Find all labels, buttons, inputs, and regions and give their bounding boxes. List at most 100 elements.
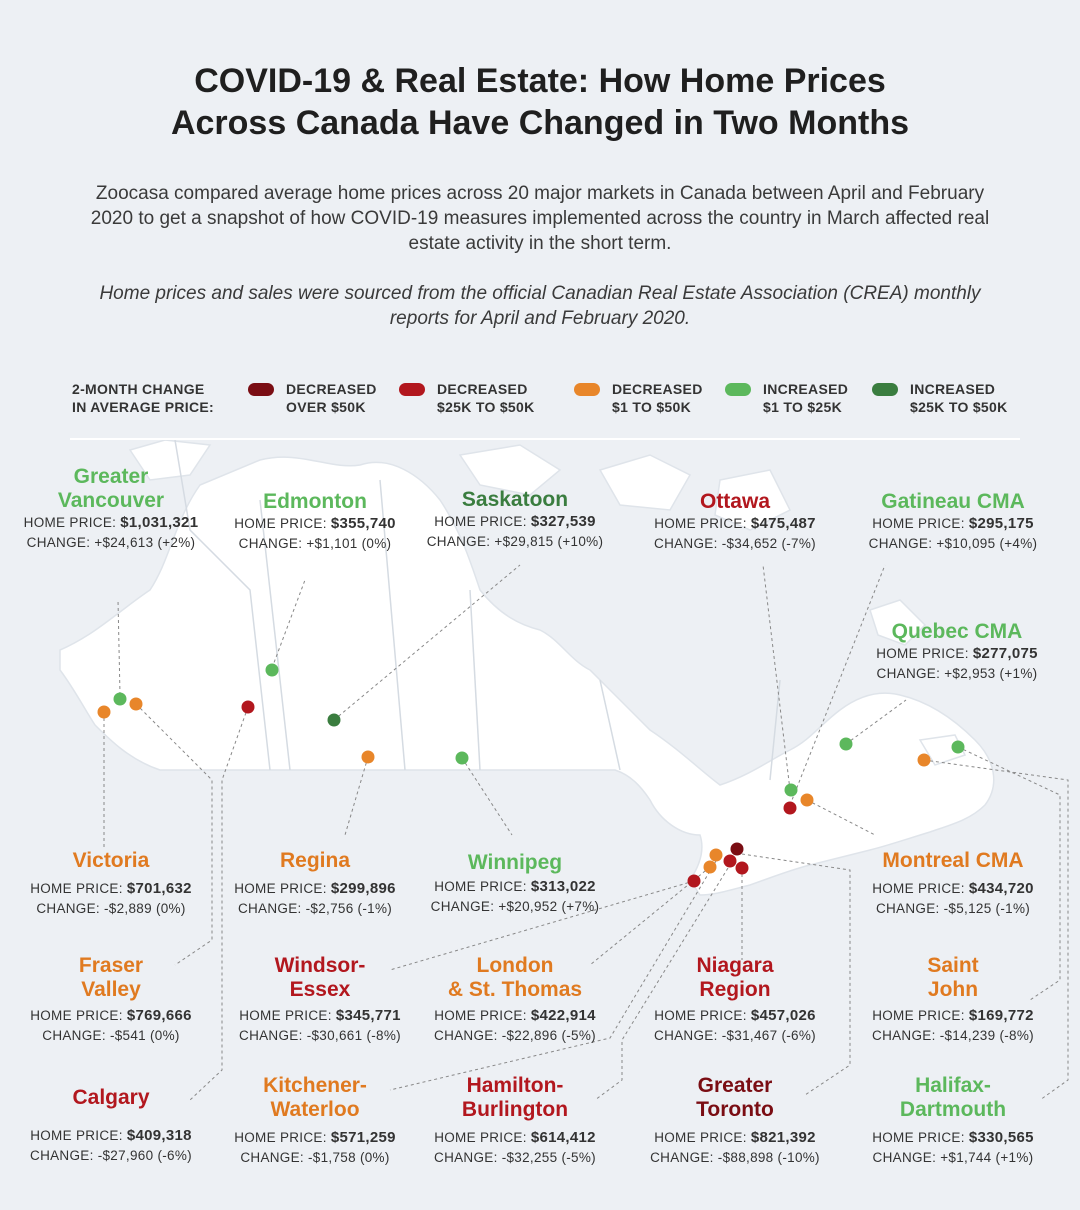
marker-saint-john[interactable]	[917, 753, 931, 767]
legend-swatch-orange	[574, 383, 600, 396]
change-label: CHANGE:	[654, 536, 718, 551]
city-name-line-1: Greater	[73, 465, 149, 488]
city-name-line-1: Quebec CMA	[891, 620, 1023, 643]
change-label: CHANGE:	[26, 535, 91, 550]
city-name-line-1: Kitchener-	[263, 1074, 367, 1097]
city-saskatoon: Saskatoon HOME PRICE: $327,539 CHANGE: +$…	[410, 488, 620, 552]
city-name-line-1: Fraser	[78, 954, 144, 977]
legend-divider	[70, 438, 1020, 440]
home-price-value: $169,772	[968, 1007, 1034, 1024]
city-name-line-2: Waterloo	[270, 1098, 360, 1121]
city-regina: Regina HOME PRICE: $299,896 CHANGE: -$2,7…	[210, 849, 420, 919]
legend-label-line-2: $1 TO $50K	[612, 399, 692, 415]
change-label: CHANGE:	[240, 1150, 304, 1165]
change-value: -$5,125 (-1%)	[943, 901, 1031, 916]
home-price-label: HOME PRICE:	[654, 1008, 747, 1023]
marker-ottawa[interactable]	[783, 801, 797, 815]
city-ottawa: Ottawa HOME PRICE: $475,487 CHANGE: -$34,…	[630, 490, 840, 554]
city-name-line-1: Calgary	[72, 1086, 150, 1109]
home-price-value: $769,666	[126, 1007, 192, 1024]
change-label: CHANGE:	[237, 901, 302, 916]
home-price-value: $422,914	[530, 1007, 596, 1024]
marker-winnipeg[interactable]	[455, 751, 469, 765]
marker-niagara[interactable]	[735, 861, 749, 875]
city-montreal: Montreal CMA HOME PRICE: $434,720 CHANGE:…	[848, 849, 1058, 919]
change-label: CHANGE:	[426, 534, 491, 549]
city-name-line-1: Winnipeg	[467, 851, 563, 874]
city-name-line-2: John	[927, 978, 979, 1001]
change-value: +$10,095 (+4%)	[936, 536, 1038, 551]
legend-label-line-1: INCREASED	[910, 381, 996, 397]
change-value: +$20,952 (+7%)	[498, 899, 600, 914]
home-price-label: HOME PRICE:	[654, 516, 747, 531]
marker-gatineau[interactable]	[784, 783, 798, 797]
home-price-value: $330,565	[968, 1129, 1034, 1146]
change-value: +$1,101 (0%)	[306, 536, 392, 551]
marker-windsor-essex[interactable]	[687, 874, 701, 888]
marker-greater-toronto[interactable]	[730, 842, 744, 856]
marker-fraser-valley[interactable]	[129, 697, 143, 711]
legend-item-decreased-over-50k: DECREASED OVER $50K	[248, 380, 377, 416]
marker-hamilton-burlington[interactable]	[723, 854, 737, 868]
legend-swatch-green	[725, 383, 751, 396]
city-calgary: Calgary HOME PRICE: $409,318 CHANGE: -$27…	[6, 1086, 216, 1166]
legend-title-line-2: IN AVERAGE PRICE:	[72, 399, 215, 415]
marker-victoria[interactable]	[97, 705, 111, 719]
home-price-value: $299,896	[330, 880, 396, 897]
change-value: -$32,255 (-5%)	[501, 1150, 596, 1165]
legend-title-line-1: 2-MONTH CHANGE	[72, 381, 205, 397]
home-price-value: $327,539	[530, 513, 596, 530]
city-victoria: Victoria HOME PRICE: $701,632 CHANGE: -$2…	[6, 849, 216, 919]
home-price-label: HOME PRICE:	[872, 1130, 965, 1145]
home-price-label: HOME PRICE:	[434, 879, 527, 894]
home-price-value: $295,175	[968, 515, 1034, 532]
marker-montreal[interactable]	[800, 793, 814, 807]
marker-greater-vancouver[interactable]	[113, 692, 127, 706]
city-name-line-1: Montreal CMA	[882, 849, 1024, 872]
marker-regina[interactable]	[361, 750, 375, 764]
home-price-label: HOME PRICE:	[872, 881, 965, 896]
home-price-label: HOME PRICE:	[876, 646, 969, 661]
change-label: CHANGE:	[872, 1150, 937, 1165]
home-price-value: $1,031,321	[120, 514, 199, 531]
city-name-line-1: Saint	[927, 954, 979, 977]
change-value: -$30,661 (-8%)	[306, 1028, 401, 1043]
home-price-label: HOME PRICE:	[872, 516, 965, 531]
city-winnipeg: Winnipeg HOME PRICE: $313,022 CHANGE: +$2…	[410, 851, 620, 917]
city-name-line-1: Hamilton-	[466, 1074, 564, 1097]
city-name-line-1: Ottawa	[699, 490, 770, 513]
change-value: -$2,756 (-1%)	[305, 901, 393, 916]
city-name-line-2: Vancouver	[57, 489, 165, 512]
city-hamilton-burlington: Hamilton- Burlington HOME PRICE: $614,412…	[410, 1074, 620, 1168]
legend-label-line-1: INCREASED	[763, 381, 849, 397]
city-name-line-1: Niagara	[696, 954, 774, 977]
city-greater-vancouver: Greater Vancouver HOME PRICE: $1,031,321 C…	[6, 465, 216, 553]
marker-halifax-dartmouth[interactable]	[951, 740, 965, 754]
marker-kitchener-waterloo[interactable]	[709, 848, 723, 862]
change-label: CHANGE:	[434, 1150, 498, 1165]
marker-quebec[interactable]	[839, 737, 853, 751]
marker-saskatoon[interactable]	[327, 713, 341, 727]
city-kitchener-waterloo: Kitchener- Waterloo HOME PRICE: $571,259 C…	[210, 1074, 420, 1168]
city-name-line-2: Burlington	[461, 1098, 569, 1121]
legend-item-decreased-25k-50k: DECREASED $25K TO $50K	[399, 380, 535, 416]
home-price-label: HOME PRICE:	[234, 1130, 327, 1145]
marker-calgary[interactable]	[241, 700, 255, 714]
home-price-label: HOME PRICE:	[234, 516, 327, 531]
change-label: CHANGE:	[239, 1028, 303, 1043]
legend-item-increased-1-25k: INCREASED $1 TO $25K	[725, 380, 848, 416]
marker-edmonton[interactable]	[265, 663, 279, 677]
marker-london[interactable]	[703, 860, 717, 874]
legend-label-line-2: $25K TO $50K	[437, 399, 535, 415]
home-price-value: $701,632	[126, 880, 192, 897]
city-name-line-1: London	[476, 954, 554, 977]
home-price-value: $434,720	[968, 880, 1034, 897]
city-name-line-1: Greater	[697, 1074, 773, 1097]
canada-map	[59, 440, 1069, 1101]
home-price-value: $571,259	[330, 1129, 396, 1146]
city-name-line-1: Edmonton	[263, 490, 367, 513]
legend-swatch-red	[399, 383, 425, 396]
change-value: -$88,898 (-10%)	[717, 1150, 820, 1165]
change-label: CHANGE:	[30, 1148, 94, 1163]
change-value: +$29,815 (+10%)	[494, 534, 604, 549]
